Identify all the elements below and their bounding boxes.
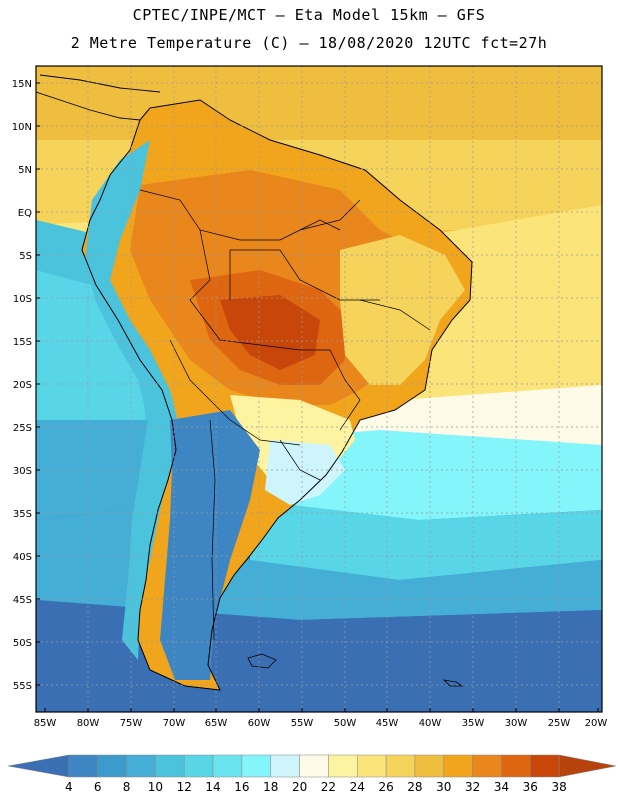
- title-line-2: 2 Metre Temperature (C) – 18/08/2020 12U…: [70, 34, 548, 52]
- lat-label: 50S: [13, 638, 32, 649]
- coastline: [81, 99, 473, 691]
- colorbar-label: 22: [321, 780, 336, 794]
- lat-label: 45S: [13, 595, 32, 606]
- map-frame: [35, 65, 603, 713]
- colorbar-label: 18: [263, 780, 278, 794]
- lon-label: 45W: [376, 718, 399, 729]
- colorbar-label: 26: [378, 780, 393, 794]
- colorbar-swatch: [183, 754, 214, 778]
- lat-label: 25S: [13, 423, 32, 434]
- colorbar-swatch: [126, 754, 156, 778]
- lat-label: 10N: [12, 122, 32, 133]
- colorbar-swatch: [501, 754, 531, 778]
- axis-ticks: [36, 82, 599, 712]
- lat-label: 35S: [13, 509, 32, 520]
- colorbar-label: 38: [552, 780, 567, 794]
- lon-label: 50W: [334, 718, 357, 729]
- colorbar-label: 36: [523, 780, 538, 794]
- lon-label: 80W: [77, 718, 100, 729]
- lat-label: 10S: [13, 294, 32, 305]
- central-america-coastline: [36, 74, 161, 121]
- longitude-labels: 85W 80W 75W 70W 65W 60W 55W 50W 45W 40W …: [34, 718, 608, 729]
- falkland-islands: [247, 653, 277, 669]
- colorbar-swatch: [530, 754, 560, 778]
- colorbar-label: 10: [148, 780, 163, 794]
- south-georgia-island: [442, 679, 464, 687]
- central-america-zone: [36, 68, 180, 120]
- colorbar-swatch: [270, 754, 300, 778]
- colorbar-swatch: [328, 754, 358, 778]
- colorbar-label: 28: [407, 780, 422, 794]
- lat-label: 5S: [19, 251, 32, 262]
- colorbar-swatch: [155, 754, 185, 778]
- lat-label: 40S: [13, 552, 32, 563]
- temperature-field: [36, 66, 602, 712]
- colorbar-label: 30: [436, 780, 451, 794]
- lat-label: 55S: [13, 681, 32, 692]
- south-atlantic-band-2: [250, 500, 602, 580]
- colorbar-swatch: [97, 754, 127, 778]
- lon-label: 70W: [163, 718, 186, 729]
- lon-label: 30W: [505, 718, 528, 729]
- latitude-labels: 15N 10N 5N EQ 5S 10S 15S 20S 25S 30S 35S…: [12, 79, 32, 692]
- lon-label: 75W: [120, 718, 143, 729]
- colorbar-swatch: [443, 754, 473, 778]
- northeast-brazil-zone: [340, 235, 465, 385]
- colorbar-label: 34: [494, 780, 509, 794]
- colorbar-label: 8: [123, 780, 131, 794]
- lon-label: 40W: [419, 718, 442, 729]
- lon-label: 25W: [548, 718, 571, 729]
- lat-label: 5N: [18, 165, 32, 176]
- lon-label: 85W: [34, 718, 57, 729]
- patagonia-zone: [160, 410, 260, 680]
- colorbar-swatch: [414, 754, 445, 778]
- lon-label: 60W: [248, 718, 271, 729]
- lat-label: EQ: [18, 208, 32, 219]
- colorbar-label: 32: [465, 780, 480, 794]
- graticule: [36, 66, 602, 712]
- colorbar: 4 6 8 10 12 14 16 18 20 22 24 26 28 30 32 34 36 38: [7, 754, 617, 794]
- colorbar-swatch: [558, 754, 617, 778]
- colorbar-swatch: [241, 754, 271, 778]
- colorbar-label: 20: [292, 780, 307, 794]
- colorbar-label: 6: [94, 780, 102, 794]
- colorbar-label: 12: [177, 780, 192, 794]
- colorbar-label: 24: [350, 780, 365, 794]
- lat-label: 15N: [12, 79, 32, 90]
- colorbar-swatch: [472, 754, 502, 778]
- lon-label: 65W: [205, 718, 228, 729]
- andes-cold-strip: [85, 140, 180, 660]
- colorbar-label: 14: [205, 780, 220, 794]
- lat-label: 30S: [13, 466, 32, 477]
- colorbar-label: 4: [65, 780, 73, 794]
- colorbar-swatch: [385, 754, 416, 778]
- colorbar-swatch: [299, 754, 329, 778]
- lat-label: 20S: [13, 380, 32, 391]
- central-hot-core: [220, 295, 320, 370]
- lat-label: 15S: [13, 337, 32, 348]
- lon-label: 35W: [462, 718, 485, 729]
- colorbar-label: 16: [234, 780, 249, 794]
- title-line-1: CPTEC/INPE/MCT – Eta Model 15km – GFS: [132, 6, 486, 24]
- colorbar-swatch: [357, 754, 387, 778]
- lon-label: 55W: [291, 718, 314, 729]
- colorbar-swatch: [212, 754, 243, 778]
- lon-label: 20W: [585, 718, 608, 729]
- country-borders: [139, 189, 431, 641]
- colorbar-swatch: [7, 754, 70, 778]
- colorbar-swatch: [68, 754, 98, 778]
